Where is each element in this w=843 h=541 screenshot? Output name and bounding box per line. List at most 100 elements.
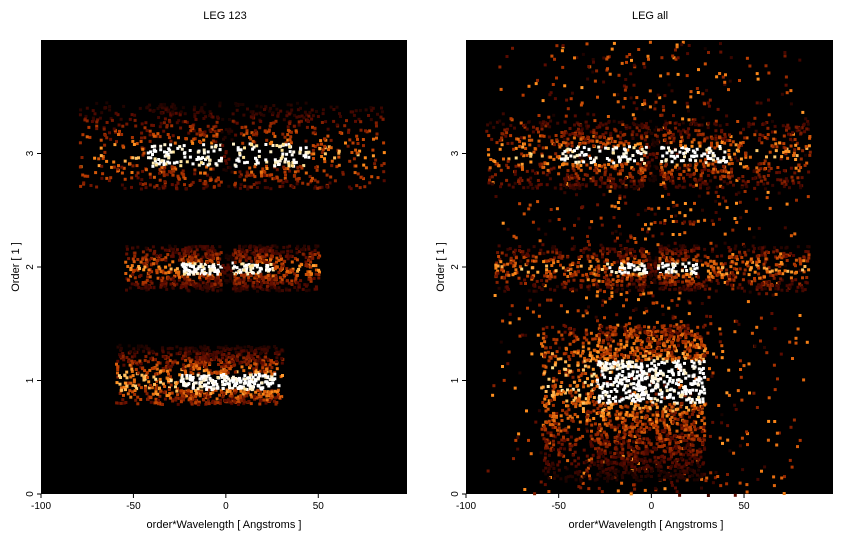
heatmap-cell	[564, 114, 568, 118]
heatmap-cell	[337, 151, 341, 155]
heatmap-cell	[136, 245, 140, 249]
heatmap-cell	[268, 106, 272, 110]
heatmap-cell	[251, 271, 254, 275]
heatmap-cell	[221, 117, 225, 121]
heatmap-cell	[372, 137, 375, 141]
heatmap-cell	[227, 157, 231, 161]
heatmap-cell	[703, 47, 707, 51]
heatmap-cell	[304, 260, 308, 264]
heatmap-cell	[255, 246, 258, 250]
heatmap-cell	[238, 175, 242, 179]
heatmap-cell	[632, 382, 636, 386]
heatmap-cell	[784, 75, 788, 79]
heatmap-cell	[570, 236, 574, 240]
heatmap-cell	[289, 130, 293, 134]
heatmap-cell	[600, 448, 604, 452]
heatmap-cell	[124, 388, 127, 392]
heatmap-cell	[221, 383, 225, 387]
heatmap-cell	[254, 373, 258, 377]
heatmap-cell	[587, 154, 591, 158]
heatmap-cell	[642, 62, 646, 66]
heatmap-cell	[225, 388, 229, 392]
heatmap-cell	[248, 381, 252, 385]
heatmap-cell	[174, 396, 178, 400]
heatmap-cell	[194, 355, 198, 359]
heatmap-cell	[241, 392, 245, 396]
heatmap-cell	[654, 330, 657, 334]
heatmap-cell	[173, 245, 177, 249]
heatmap-cell	[634, 307, 638, 311]
heatmap-cell	[245, 288, 249, 292]
heatmap-cell	[365, 130, 369, 134]
heatmap-cell	[169, 379, 173, 383]
heatmap-cell	[590, 372, 594, 376]
heatmap-cell	[675, 168, 679, 171]
heatmap-cell	[165, 173, 169, 177]
heatmap-cell	[633, 237, 637, 240]
heatmap-cell	[234, 251, 237, 255]
heatmap-cell	[263, 392, 267, 396]
heatmap-cell	[648, 350, 652, 354]
heatmap-cell	[207, 388, 211, 392]
heatmap-cell	[144, 182, 147, 186]
heatmap-cell	[333, 179, 337, 183]
heatmap-cell	[197, 365, 201, 369]
heatmap-cell	[167, 356, 170, 359]
heatmap-cell	[680, 423, 683, 427]
heatmap-cell	[188, 125, 192, 128]
heatmap-cell	[723, 281, 727, 284]
heatmap-cell	[156, 361, 160, 365]
heatmap-cell	[171, 286, 175, 290]
heatmap-cell	[561, 44, 565, 48]
heatmap-cell	[273, 371, 277, 375]
heatmap-cell	[140, 122, 144, 126]
heatmap-cell	[293, 272, 297, 276]
heatmap-cell	[303, 244, 306, 248]
heatmap-cell	[190, 346, 194, 350]
heatmap-cell	[78, 141, 82, 145]
heatmap-cell	[699, 159, 703, 163]
heatmap-cell	[264, 276, 268, 280]
heatmap-cell	[156, 107, 160, 110]
heatmap-cell	[595, 477, 599, 481]
heatmap-cell	[245, 394, 249, 398]
heatmap-cell	[677, 341, 681, 344]
heatmap-cell	[599, 216, 603, 220]
heatmap-cell	[718, 436, 722, 440]
heatmap-cell	[629, 445, 633, 449]
heatmap-cell	[511, 46, 514, 50]
heatmap-cell	[268, 249, 272, 253]
heatmap-cell	[303, 283, 307, 287]
heatmap-cell	[551, 403, 555, 407]
heatmap-cell	[615, 435, 619, 439]
heatmap-cell	[648, 105, 652, 109]
heatmap-cell	[755, 287, 759, 291]
heatmap-cell	[564, 351, 568, 355]
heatmap-cell	[649, 399, 653, 403]
heatmap-cell	[559, 392, 563, 396]
heatmap-cell	[576, 363, 580, 367]
heatmap-cell	[289, 184, 293, 188]
heatmap-cell	[164, 154, 168, 157]
heatmap-cell	[264, 363, 268, 367]
heatmap-cell	[559, 429, 563, 433]
heatmap-cell	[663, 357, 667, 361]
heatmap-cell	[212, 125, 216, 129]
heatmap-cell	[136, 171, 140, 175]
heatmap-cell	[166, 160, 170, 164]
heatmap-cell	[248, 366, 252, 370]
heatmap-cell	[632, 356, 636, 360]
heatmap-cell	[348, 138, 352, 142]
heatmap-cell	[131, 361, 135, 365]
heatmap-cell	[235, 370, 239, 374]
heatmap-cell	[212, 134, 216, 138]
heatmap-cell	[699, 343, 703, 347]
heatmap-cell	[236, 358, 239, 362]
heatmap-cell	[713, 271, 717, 275]
heatmap-cell	[226, 166, 230, 169]
heatmap-cell	[594, 358, 598, 362]
heatmap-cell	[263, 129, 267, 133]
heatmap-cell	[554, 354, 558, 358]
heatmap-cell	[657, 338, 661, 342]
heatmap-cell	[339, 115, 342, 118]
